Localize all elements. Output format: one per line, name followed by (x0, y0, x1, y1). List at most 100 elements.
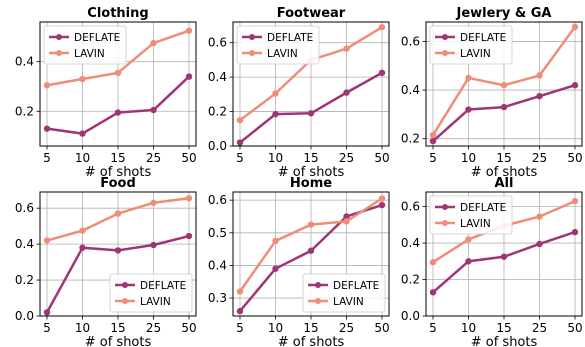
legend-marker-lavin (442, 50, 448, 56)
data-point-lavin (536, 213, 543, 220)
x-tick-label: 5 (429, 321, 437, 335)
data-point-deflate (429, 289, 437, 296)
legend-label-lavin: LAVIN (460, 48, 491, 60)
y-tick-label: 0.4 (208, 258, 227, 272)
subplot-title: Jewlery & GA (456, 6, 552, 21)
legend-label-deflate: DEFLATE (267, 32, 313, 44)
x-tick-label: 50 (374, 321, 389, 335)
data-point-deflate (114, 247, 122, 254)
legend-marker-deflate (249, 34, 255, 40)
data-point-lavin (114, 210, 122, 217)
data-point-lavin (150, 199, 157, 206)
x-tick-label: 50 (567, 321, 582, 335)
y-tick-label: 0.4 (15, 237, 34, 251)
y-tick-label: 0.0 (208, 139, 227, 153)
x-tick-label: 10 (268, 151, 283, 165)
data-point-deflate (429, 137, 437, 145)
x-axis-label: # of shots (85, 335, 152, 347)
data-point-lavin (43, 82, 51, 89)
subplot-3: 5 10 15 25 50 0.0 0.2 0.4 0.6 Food # of shots DEFLA… (15, 176, 197, 347)
legend: DEFLATE LAVIN (429, 25, 513, 65)
x-tick-label: 10 (75, 321, 90, 335)
x-tick-label: 50 (181, 151, 196, 165)
data-point-deflate (500, 253, 508, 260)
x-axis-label: # of shots (471, 335, 538, 347)
data-point-deflate (236, 307, 244, 315)
data-point-deflate (185, 232, 193, 240)
y-tick-label: 0.2 (208, 105, 227, 119)
data-point-lavin (236, 116, 244, 124)
y-tick-label: 0.2 (401, 273, 420, 287)
data-point-lavin (79, 227, 86, 234)
x-tick-label: 50 (374, 151, 389, 165)
subplot-title: All (495, 176, 514, 191)
legend-label-deflate: DEFLATE (74, 32, 120, 44)
subplot-title: Home (290, 176, 332, 191)
legend: DEFLATE LAVIN (236, 25, 320, 65)
x-tick-label: 5 (236, 151, 244, 165)
data-point-deflate (465, 258, 472, 265)
x-axis-label: # of shots (85, 165, 152, 180)
y-tick-label: 0.2 (15, 104, 34, 118)
legend-marker-deflate (442, 34, 448, 40)
x-tick-label: 25 (339, 151, 354, 165)
legend-box (109, 273, 193, 313)
data-point-deflate (465, 106, 472, 113)
subplot-title: Footwear (277, 6, 346, 21)
y-tick-label: 0.6 (401, 34, 420, 48)
legend-marker-lavin (442, 220, 448, 226)
legend-marker-deflate (122, 282, 128, 288)
data-point-lavin (79, 75, 86, 83)
data-point-deflate (43, 125, 51, 132)
legend-box (429, 25, 513, 65)
y-tick-label: 0.2 (401, 132, 420, 146)
x-axis-label: # of shots (471, 165, 538, 180)
data-point-deflate (307, 110, 315, 117)
legend-label-deflate: DEFLATE (460, 32, 506, 44)
x-tick-label: 25 (146, 151, 161, 165)
legend-box (302, 273, 386, 313)
x-tick-label: 50 (567, 151, 582, 165)
legend-label-deflate: DEFLATE (333, 280, 379, 292)
data-point-deflate (343, 213, 350, 220)
legend-label-lavin: LAVIN (74, 48, 105, 60)
x-tick-label: 5 (43, 321, 51, 335)
data-point-deflate (500, 103, 508, 111)
y-tick-label: 0.4 (401, 236, 420, 250)
y-tick-label: 0.6 (15, 201, 34, 215)
data-point-deflate (79, 130, 86, 137)
x-tick-label: 5 (429, 151, 437, 165)
y-tick-label: 0.5 (208, 226, 227, 240)
data-point-deflate (150, 241, 157, 249)
legend-box (43, 25, 127, 65)
x-tick-label: 10 (461, 151, 476, 165)
legend-box (236, 25, 320, 65)
data-point-lavin (185, 27, 193, 34)
data-point-deflate (536, 92, 543, 100)
legend: DEFLATE LAVIN (429, 195, 513, 235)
data-point-lavin (343, 45, 350, 52)
data-point-lavin (150, 39, 157, 47)
data-point-deflate (236, 139, 244, 146)
x-tick-label: 25 (339, 321, 354, 335)
data-point-lavin (465, 236, 472, 243)
subplot-1: 5 10 15 25 50 0.0 0.2 0.4 0.6 Footwear # of shots D… (208, 6, 390, 180)
subplot-title: Food (100, 176, 136, 191)
data-point-deflate (272, 265, 279, 272)
data-point-lavin (571, 23, 579, 31)
data-point-lavin (500, 82, 508, 89)
subplot-4: 5 10 15 25 50 0.3 0.4 0.5 0.6 Home # of shots DEFLA… (208, 176, 390, 347)
y-tick-label: 0.6 (208, 193, 227, 207)
legend: DEFLATE LAVIN (302, 273, 386, 313)
y-tick-label: 0.0 (15, 309, 34, 323)
data-point-deflate (185, 73, 193, 80)
x-tick-label: 25 (532, 151, 547, 165)
data-point-lavin (571, 197, 579, 205)
x-axis-label: # of shots (278, 165, 345, 180)
data-point-deflate (378, 201, 386, 209)
data-point-lavin (429, 259, 437, 266)
data-point-lavin (429, 131, 437, 139)
legend-label-lavin: LAVIN (333, 296, 364, 308)
data-point-deflate (114, 109, 122, 116)
